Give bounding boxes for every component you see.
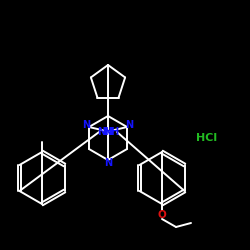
- Text: HCl: HCl: [196, 133, 218, 143]
- Text: NH: NH: [97, 127, 113, 137]
- Text: O: O: [158, 210, 166, 220]
- Text: N: N: [126, 120, 134, 130]
- Text: N: N: [104, 158, 112, 168]
- Text: N: N: [82, 120, 90, 130]
- Text: NH: NH: [103, 127, 119, 137]
